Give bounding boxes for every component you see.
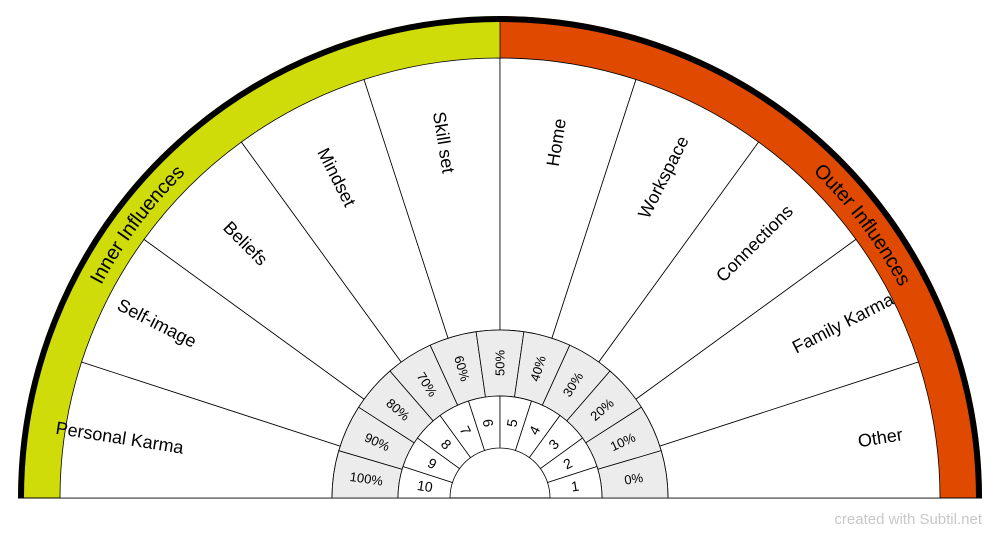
- number-ring: [397, 395, 603, 499]
- percent-label: 0%: [623, 470, 644, 488]
- percent-ring: [331, 329, 669, 499]
- segment-fans: [59, 57, 941, 499]
- percent-label: 40%: [527, 353, 549, 383]
- number-label: 10: [416, 477, 434, 495]
- inner-band-arc: [18, 16, 500, 498]
- outer-band-arc: [500, 16, 982, 498]
- number-cell: [547, 465, 603, 499]
- number-label: 1: [570, 478, 580, 495]
- credit-text: created with Subtil.net: [834, 511, 982, 528]
- number-label: 6: [480, 418, 497, 428]
- percent-label: 60%: [451, 354, 473, 384]
- number-label: 5: [503, 418, 520, 428]
- percent-label: 50%: [493, 350, 508, 376]
- percent-label: 100%: [349, 469, 384, 489]
